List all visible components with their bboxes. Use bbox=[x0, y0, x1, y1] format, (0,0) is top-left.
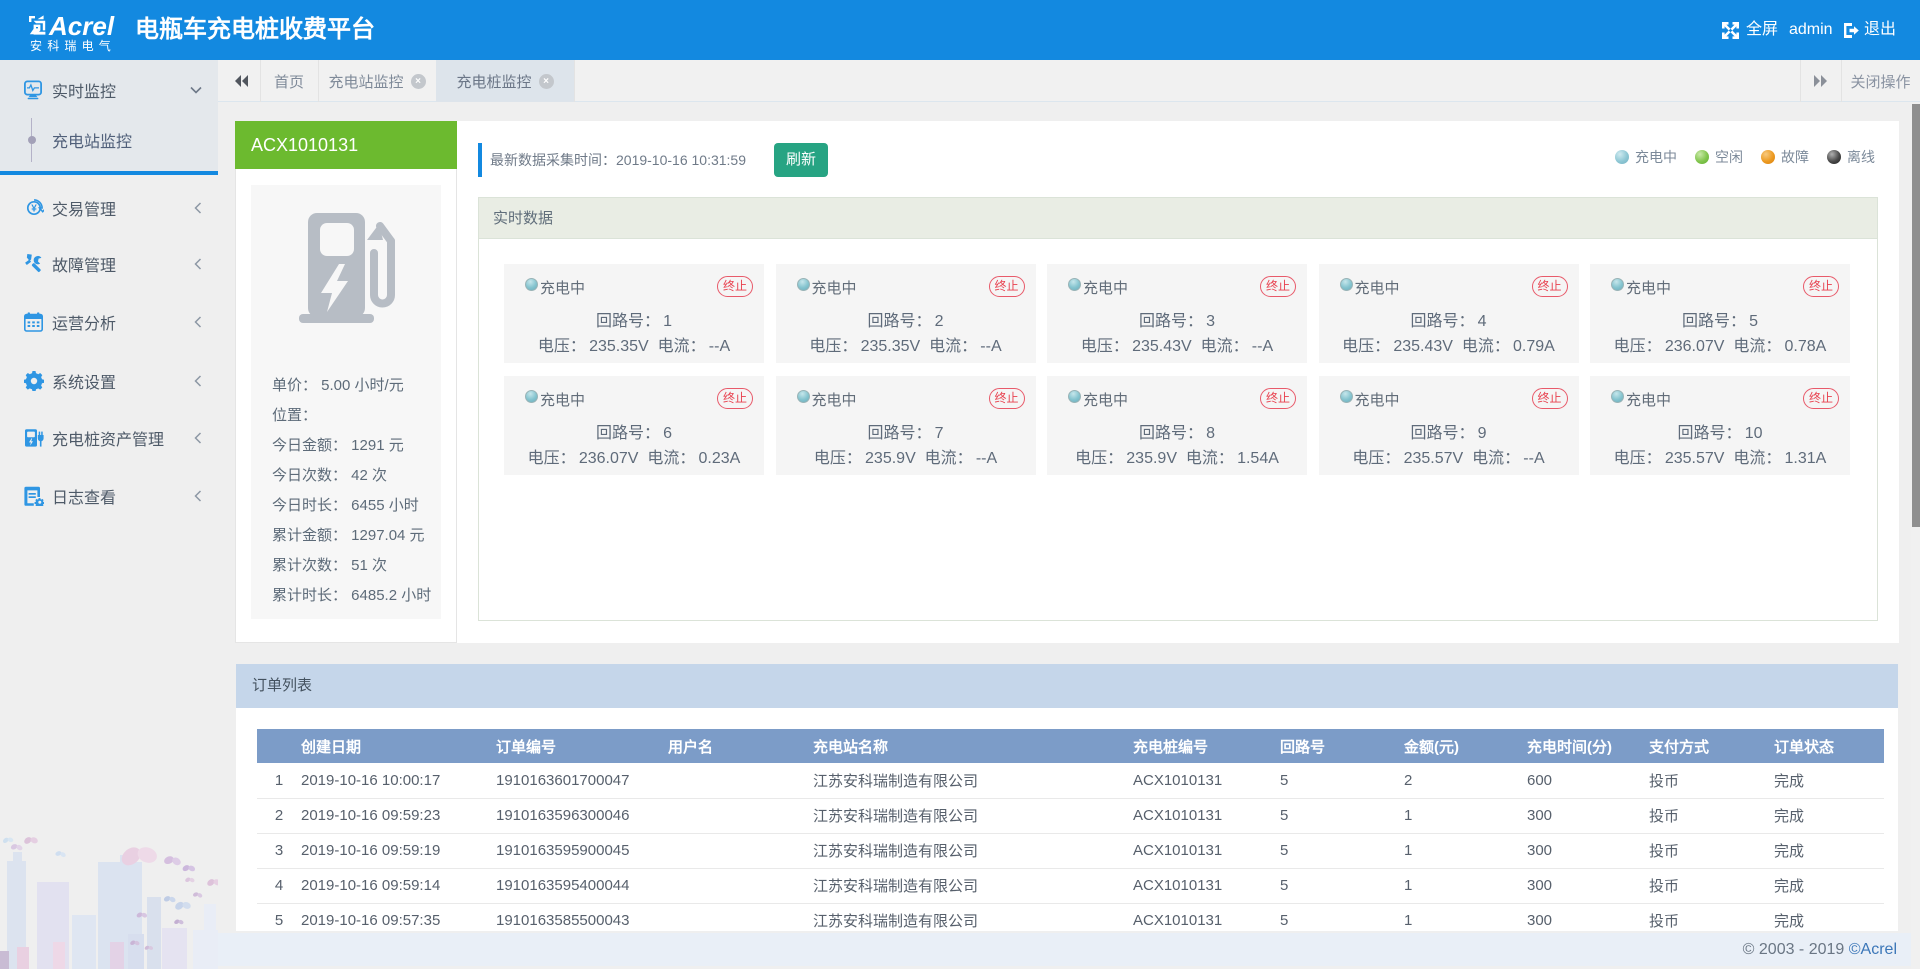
svg-text:¥: ¥ bbox=[31, 204, 37, 215]
